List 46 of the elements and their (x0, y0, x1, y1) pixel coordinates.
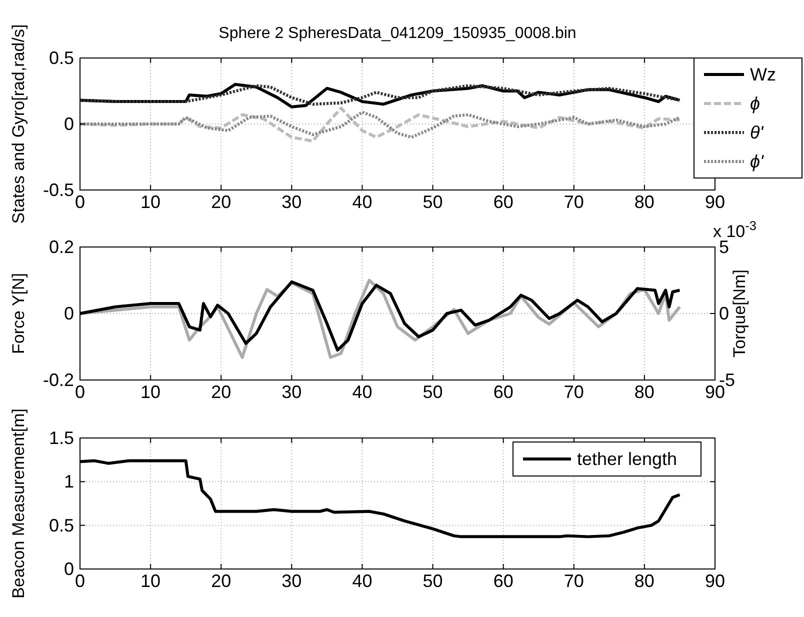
legend-label: tether length (577, 449, 678, 469)
y-tick-label: 1.5 (48, 428, 74, 448)
x-tick-label: 90 (704, 192, 726, 212)
x-tick-label: 30 (282, 382, 302, 402)
x-tick-label: 20 (211, 571, 232, 591)
x-tick-label: 80 (634, 192, 654, 212)
x-tick-label: 10 (140, 192, 161, 212)
x-tick-label: 50 (422, 192, 443, 212)
y-tick-label: 0 (64, 114, 74, 134)
x-tick-label: 30 (282, 571, 302, 591)
x-tick-label: 50 (422, 382, 443, 402)
y-tick-label: 0 (64, 304, 74, 324)
legend-label: θ' (750, 122, 764, 142)
x-tick-label: 20 (211, 192, 232, 212)
y-tick-label: 0.5 (48, 48, 74, 68)
y-axis-title: Beacon Measurement[m] (9, 408, 28, 598)
y-tick-label: 0.5 (48, 515, 74, 536)
x-tick-label: 70 (564, 382, 584, 402)
y-tick-label: 1 (64, 472, 74, 492)
x-tick-label: 80 (634, 571, 654, 591)
y-tick-label: -0.2 (42, 370, 74, 390)
legend-label: ϕ' (750, 152, 764, 172)
x-tick-label: 40 (352, 382, 372, 402)
x-tick-label: 40 (352, 571, 372, 591)
y-axis-title: States and Gyro[rad,rad/s] (9, 24, 28, 224)
y-axis-title: Force Y[N] (9, 273, 28, 354)
x-tick-label: 60 (493, 382, 514, 402)
x-tick-label: 70 (564, 192, 584, 212)
x-tick-label: 30 (282, 192, 302, 212)
x-tick-label: 10 (140, 382, 161, 402)
x-tick-label: 80 (634, 382, 654, 402)
x-tick-label: 90 (704, 571, 726, 591)
x-tick-label: 60 (493, 192, 514, 212)
x-tick-label: 60 (493, 571, 514, 591)
y-tick-label: 0.2 (48, 237, 74, 257)
y2-tick-label: 0 (719, 304, 730, 324)
x-tick-label: 50 (422, 571, 443, 591)
legend-label: ϕ (750, 94, 760, 114)
y-tick-label: -0.5 (42, 180, 74, 200)
legend-label: Wz (750, 64, 776, 84)
y2-axis-title: Torque[Nm] (730, 270, 749, 358)
chart-title: Sphere 2 SpheresData_041209_150935_0008.bin (218, 25, 576, 42)
x-tick-label: 70 (564, 571, 584, 591)
x-tick-label: 10 (140, 571, 161, 591)
x-tick-label: 40 (352, 192, 372, 212)
x-tick-label: 20 (211, 382, 232, 402)
